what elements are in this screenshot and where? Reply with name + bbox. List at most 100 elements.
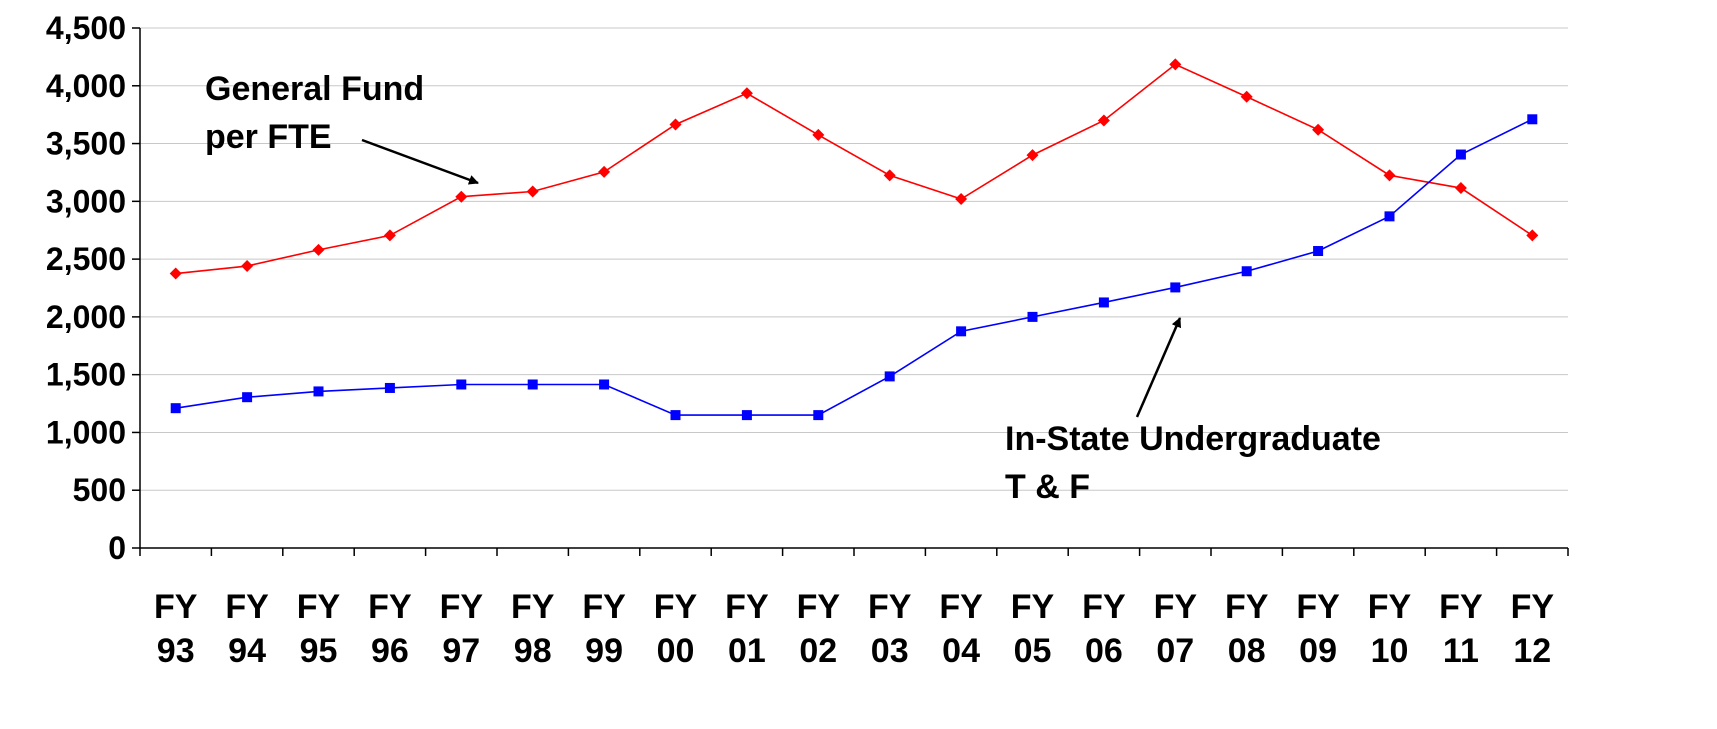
data-point: [383, 229, 396, 242]
x-tick-label-line: FY: [297, 588, 341, 626]
y-tick-label: 0: [108, 530, 126, 566]
y-axis-ticks: 0 500 1,000 1,500 2,000 2,500 3,000 3,500 4,000 4…: [46, 10, 140, 566]
x-tick-label-line: FY: [368, 588, 412, 626]
data-point: [455, 190, 468, 203]
x-tick-label-line: 08: [1228, 632, 1266, 670]
data-point: [813, 410, 824, 421]
x-tick-label-line: 95: [300, 632, 338, 670]
x-tick-label-line: FY: [1225, 588, 1269, 626]
x-tick-label-line: FY: [797, 588, 841, 626]
x-tick-label: FY 11: [1439, 588, 1483, 670]
y-tick-label: 3,000: [46, 183, 126, 219]
data-point: [242, 392, 253, 403]
series-0: [169, 58, 1539, 280]
data-point: [1097, 114, 1110, 127]
x-tick-label: FY 97: [440, 588, 484, 670]
data-point: [669, 118, 682, 131]
x-tick-label-line: FY: [1439, 588, 1483, 626]
x-tick-label: FY 06: [1082, 588, 1126, 670]
x-tick-label-line: 97: [442, 632, 480, 670]
gridlines: [140, 27, 1568, 491]
data-point: [1241, 266, 1252, 277]
data-point: [598, 165, 611, 178]
data-point: [384, 382, 395, 393]
x-tick-label-line: 11: [1443, 632, 1479, 670]
x-tick-label: FY 95: [297, 588, 341, 670]
annotation-line: T & F: [1005, 468, 1090, 506]
x-tick-label: FY 96: [368, 588, 412, 670]
x-tick-label-line: FY: [725, 588, 769, 626]
x-axis-ticks: FY 93 FY 94 FY 95 FY 96 FY 97 FY 98 FY 99 FY 00 FY 01 FY 02…: [139, 548, 1569, 670]
data-point: [170, 403, 181, 414]
data-point: [1169, 58, 1182, 71]
annotation-label: In-State Undergraduate T & F: [1005, 420, 1381, 506]
data-point: [1027, 311, 1038, 322]
data-point: [812, 128, 825, 141]
data-point: [670, 410, 681, 421]
x-tick-label: FY 04: [939, 588, 983, 670]
x-tick-label-line: FY: [440, 588, 484, 626]
x-tick-label-line: 12: [1513, 632, 1551, 670]
data-point: [1098, 297, 1109, 308]
x-tick-label-line: 93: [157, 632, 195, 670]
x-tick-label-line: FY: [511, 588, 555, 626]
data-point: [955, 193, 968, 206]
x-tick-label-line: 00: [657, 632, 695, 670]
x-tick-label-line: FY: [654, 588, 698, 626]
data-point: [956, 326, 967, 337]
annotation-line: In-State Undergraduate: [1005, 420, 1381, 458]
x-tick-label: FY 93: [154, 588, 198, 670]
x-tick-label-line: FY: [225, 588, 269, 626]
x-tick-label-line: FY: [1368, 588, 1412, 626]
x-tick-label: FY 12: [1511, 588, 1555, 670]
x-tick-label: FY 03: [868, 588, 912, 670]
y-tick-label: 3,500: [46, 126, 126, 162]
data-point: [883, 169, 896, 182]
data-point: [1026, 149, 1039, 162]
data-point: [1384, 211, 1395, 222]
x-tick-label-line: FY: [868, 588, 912, 626]
y-tick-label: 1,000: [46, 414, 126, 450]
x-tick-label: FY 07: [1154, 588, 1198, 670]
data-point: [1170, 282, 1181, 293]
x-tick-label: FY 05: [1011, 588, 1055, 670]
x-tick-label-line: 96: [371, 632, 409, 670]
series-1: [170, 114, 1538, 421]
y-tick-label: 2,500: [46, 241, 126, 277]
x-tick-label-line: 03: [871, 632, 909, 670]
x-tick-label: FY 08: [1225, 588, 1269, 670]
annotation-arrow: [1135, 317, 1182, 418]
y-tick-label: 1,500: [46, 357, 126, 393]
x-tick-label-line: FY: [1154, 588, 1198, 626]
data-point: [599, 379, 610, 390]
x-tick-label: FY 02: [797, 588, 841, 670]
x-tick-label-line: 05: [1014, 632, 1052, 670]
annotation-arrow: [361, 138, 479, 185]
x-tick-label-line: 07: [1156, 632, 1194, 670]
x-tick-label-line: FY: [582, 588, 626, 626]
x-tick-label-line: 02: [799, 632, 837, 670]
x-tick-label-line: FY: [1082, 588, 1126, 626]
x-tick-label-line: FY: [939, 588, 983, 626]
x-tick-label-line: FY: [1011, 588, 1055, 626]
data-point: [456, 379, 467, 390]
x-tick-label: FY 10: [1368, 588, 1412, 670]
annotations: General Fund per FTE In-State Undergraduat…: [205, 70, 1381, 506]
x-tick-label-line: 10: [1371, 632, 1409, 670]
x-tick-label-line: 01: [728, 632, 766, 670]
x-tick-label: FY 99: [582, 588, 626, 670]
data-point: [241, 260, 254, 273]
x-tick-label-line: 09: [1299, 632, 1337, 670]
series-line: [175, 118, 1533, 416]
series-group: [169, 58, 1539, 421]
x-tick-label: FY 00: [654, 588, 698, 670]
data-point: [1526, 229, 1539, 242]
x-tick-label: FY 01: [725, 588, 769, 670]
annotation-line: General Fund: [205, 70, 424, 108]
data-point: [312, 243, 325, 256]
x-tick-label: FY 09: [1296, 588, 1340, 670]
data-point: [1455, 149, 1466, 160]
annotation-label: General Fund per FTE: [205, 70, 424, 156]
x-tick-label-line: 94: [228, 632, 266, 670]
